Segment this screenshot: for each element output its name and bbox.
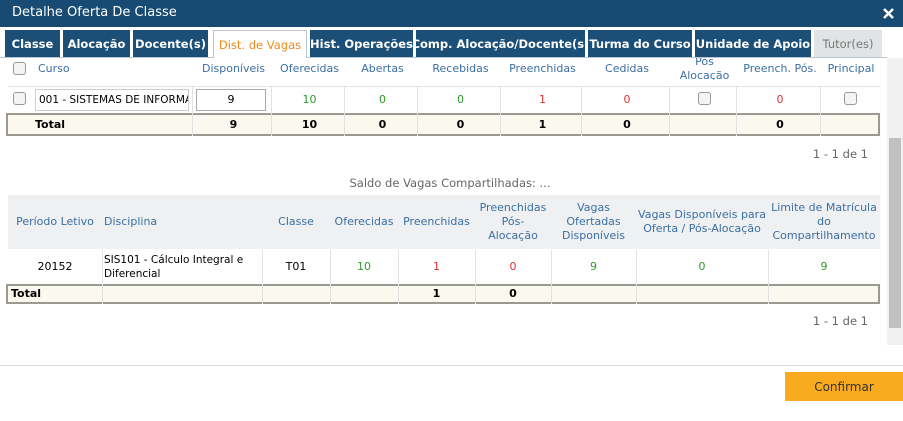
tab[interactable]: Dist. de Vagas: [213, 30, 307, 58]
column-header: Preenchidas Pós-Alocação: [479, 201, 547, 242]
column-header: Abertas: [361, 62, 404, 75]
cell: 20152: [37, 260, 73, 273]
cell-divider: [500, 87, 501, 136]
total-cell: 1: [538, 117, 547, 131]
confirm-button[interactable]: Confirmar: [785, 372, 903, 401]
cell-divider: [636, 250, 637, 304]
column-header: Preenchidas: [403, 215, 470, 228]
close-button[interactable]: [882, 7, 895, 20]
total-cell: 0: [378, 117, 387, 131]
column-header: Curso: [38, 62, 70, 75]
tab[interactable]: Docente(s): [133, 30, 208, 57]
cell-divider: [398, 250, 399, 304]
cell: T01: [285, 260, 307, 273]
scrollbar: [887, 58, 903, 345]
column-header: Cedidas: [605, 62, 649, 75]
cell: 9: [820, 260, 828, 273]
total-cell: 9: [229, 117, 238, 131]
checkbox[interactable]: [844, 92, 857, 105]
column-header: Preench. Pós.: [743, 62, 817, 75]
column-header: Vagas Ofertadas Disponíveis: [561, 201, 626, 242]
cell: 0: [509, 260, 517, 273]
checkbox[interactable]: [697, 92, 711, 105]
column-header: Disponíveis: [201, 62, 266, 75]
cell-divider: [581, 87, 582, 136]
column-header: Oferecidas: [334, 215, 394, 228]
cell: 0: [623, 93, 631, 106]
column-header: Disciplina: [104, 215, 158, 228]
cell: 1: [433, 260, 440, 273]
total-cell: Total: [35, 117, 66, 131]
cell-divider: [551, 250, 552, 304]
cell: SIS101 - Cálculo Integral e Diferencial: [104, 254, 244, 280]
checkbox[interactable]: [13, 62, 26, 75]
cell: 0: [457, 93, 464, 106]
cell-divider: [330, 250, 331, 304]
total-row: [6, 284, 880, 304]
tab[interactable]: Alocação: [63, 30, 130, 57]
cell: 0: [698, 260, 706, 273]
total-cell: 10: [301, 117, 318, 131]
column-header: Limite de Matrícula do Compartilhamento: [771, 201, 877, 242]
column-header: Preenchidas: [509, 62, 576, 75]
cell-divider: [262, 250, 263, 304]
scroll-thumb[interactable]: [889, 138, 901, 328]
cell: 1: [539, 93, 546, 106]
total-cell: Total: [11, 287, 42, 300]
column-header: Vagas Disponíveis para Oferta / Pós-Aloc…: [638, 208, 766, 235]
total-cell: 1: [432, 287, 441, 300]
tab[interactable]: Comp. Alocação/Docente(s): [416, 30, 585, 57]
dialog-title: Detalhe Oferta De Classe: [0, 0, 903, 27]
column-header: Principal: [827, 62, 875, 75]
column-header: Pós Alocação: [679, 58, 730, 80]
cell-divider: [736, 87, 737, 136]
footer-line: [0, 365, 903, 366]
tab[interactable]: Hist. Operações: [310, 30, 413, 57]
cell-divider: [475, 250, 476, 304]
cell: 10: [357, 260, 371, 273]
column-header: Período Letivo: [16, 215, 94, 228]
column-header: Recebidas: [432, 62, 489, 75]
course-select[interactable]: 001 - SISTEMAS DE INFORMAÇ: [35, 89, 189, 111]
total-row: [6, 113, 880, 136]
header-bg: [8, 195, 880, 249]
cell-divider: [344, 87, 345, 136]
tab[interactable]: Turma do Curso: [588, 30, 692, 57]
cell: 9: [590, 260, 597, 273]
section-title: Saldo de Vagas Compartilhadas: ...: [349, 176, 551, 190]
tab[interactable]: Classe: [5, 30, 60, 57]
cell-divider: [417, 87, 418, 136]
vacancy-input[interactable]: 9: [196, 89, 266, 111]
pagination: 1 - 1 de 1: [812, 314, 868, 328]
row-border: [8, 86, 880, 87]
tab[interactable]: Tutor(es): [814, 30, 882, 57]
tab[interactable]: Unidade de Apoio: [695, 30, 811, 57]
checkbox[interactable]: [13, 92, 26, 105]
cell-divider: [271, 87, 272, 136]
total-cell: 0: [776, 117, 784, 131]
cell-divider: [669, 87, 670, 136]
total-cell: 0: [509, 287, 517, 300]
cell: 0: [776, 93, 784, 106]
cell-divider: [768, 250, 769, 304]
pagination: 1 - 1 de 1: [812, 147, 868, 161]
column-header: Classe: [278, 215, 314, 228]
column-header: Oferecidas: [280, 62, 339, 75]
tab-border: [0, 57, 887, 58]
cell-divider: [820, 87, 821, 136]
cell-divider: [192, 87, 193, 136]
cell: 0: [379, 93, 386, 106]
total-cell: 0: [623, 117, 631, 131]
total-cell: 0: [456, 117, 465, 131]
cell-divider: [102, 250, 103, 304]
cell: 10: [302, 93, 317, 106]
